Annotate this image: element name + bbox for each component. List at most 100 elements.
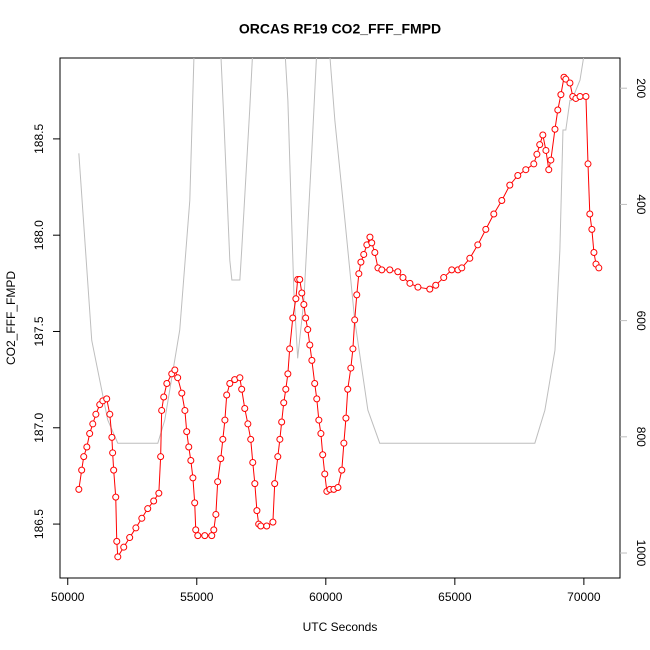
data-point	[366, 233, 374, 241]
data-point	[217, 455, 225, 463]
data-point	[490, 210, 498, 218]
x-tick-label: 50000	[51, 590, 85, 604]
data-point	[219, 435, 227, 443]
data-point	[208, 532, 216, 540]
y-tick-label: 188.5	[32, 124, 46, 154]
x-tick-label: 55000	[180, 590, 214, 604]
data-point	[347, 364, 355, 372]
y2-tick-label: 600	[634, 311, 648, 331]
data-point	[80, 453, 88, 461]
data-point	[355, 270, 363, 278]
data-point	[378, 266, 386, 274]
plot-frame	[59, 57, 621, 579]
y2-tick-label: 800	[634, 427, 648, 447]
data-point	[192, 526, 200, 534]
data-point	[247, 435, 255, 443]
data-point	[201, 532, 209, 540]
data-point	[108, 433, 116, 441]
data-point	[551, 125, 559, 133]
data-point	[584, 160, 592, 168]
data-point	[257, 522, 265, 530]
data-point	[482, 225, 490, 233]
data-point	[576, 93, 584, 101]
data-point	[588, 225, 596, 233]
data-point	[284, 370, 292, 378]
data-point	[349, 345, 357, 353]
x-tick-label: 70000	[567, 590, 601, 604]
data-point	[458, 264, 466, 272]
data-point	[112, 493, 120, 501]
data-point	[344, 385, 352, 393]
data-point	[221, 416, 229, 424]
y-tick-label: 186.5	[32, 509, 46, 539]
data-point	[157, 453, 165, 461]
data-point	[120, 543, 128, 551]
chart-title: ORCAS RF19 CO2_FFF_FMPD	[239, 21, 441, 37]
data-point	[292, 295, 300, 303]
data-point	[126, 534, 134, 542]
data-point	[86, 430, 94, 438]
y2-tick-label: 1000	[634, 540, 648, 567]
data-point	[109, 449, 117, 457]
data-point	[371, 249, 379, 257]
data-point	[280, 399, 288, 407]
data-point	[353, 291, 361, 299]
data-point	[306, 341, 314, 349]
data-point	[171, 366, 179, 374]
data-point	[313, 395, 321, 403]
data-point	[311, 379, 319, 387]
data-point	[530, 160, 538, 168]
data-point	[253, 507, 261, 515]
data-point	[340, 439, 348, 447]
y-axis-label: CO2_FFF_FMPD	[4, 271, 18, 365]
data-point	[89, 420, 97, 428]
data-point	[114, 553, 122, 561]
data-point	[342, 414, 350, 422]
data-point	[83, 443, 91, 451]
data-point	[241, 405, 249, 413]
data-point	[545, 166, 553, 174]
data-point	[308, 356, 316, 364]
x-tick-label: 60000	[309, 590, 343, 604]
data-point	[539, 131, 547, 139]
data-point	[174, 374, 182, 382]
data-point	[317, 430, 325, 438]
data-point	[226, 379, 234, 387]
data-point	[132, 524, 140, 532]
data-point	[334, 483, 342, 491]
plot-area	[75, 58, 603, 561]
data-point	[300, 301, 308, 309]
data-point	[319, 451, 327, 459]
data-point	[251, 480, 259, 488]
data-point	[557, 91, 565, 99]
y2-tick-label: 200	[634, 78, 648, 98]
data-point	[150, 497, 158, 505]
data-point	[144, 505, 152, 513]
data-point	[160, 393, 168, 401]
data-point	[448, 266, 456, 274]
y-tick-label: 187.5	[32, 316, 46, 346]
data-point	[278, 418, 286, 426]
data-point	[533, 150, 541, 158]
x-axis-label: UTC Seconds	[303, 620, 378, 634]
data-point	[304, 326, 312, 334]
data-point	[158, 406, 166, 414]
y2-tick-label: 400	[634, 194, 648, 214]
data-point	[163, 379, 171, 387]
y-tick-label: 187.0	[32, 412, 46, 442]
data-point	[138, 514, 146, 522]
data-point	[338, 466, 346, 474]
data-point	[414, 283, 422, 291]
data-point	[432, 281, 440, 289]
data-point	[210, 526, 218, 534]
data-point	[274, 453, 282, 461]
data-point	[351, 316, 359, 324]
data-point	[562, 75, 570, 83]
data-point	[289, 314, 297, 322]
data-point	[554, 106, 562, 114]
data-point	[185, 443, 193, 451]
data-point	[75, 485, 83, 493]
data-point	[282, 385, 290, 393]
data-point	[298, 289, 306, 297]
